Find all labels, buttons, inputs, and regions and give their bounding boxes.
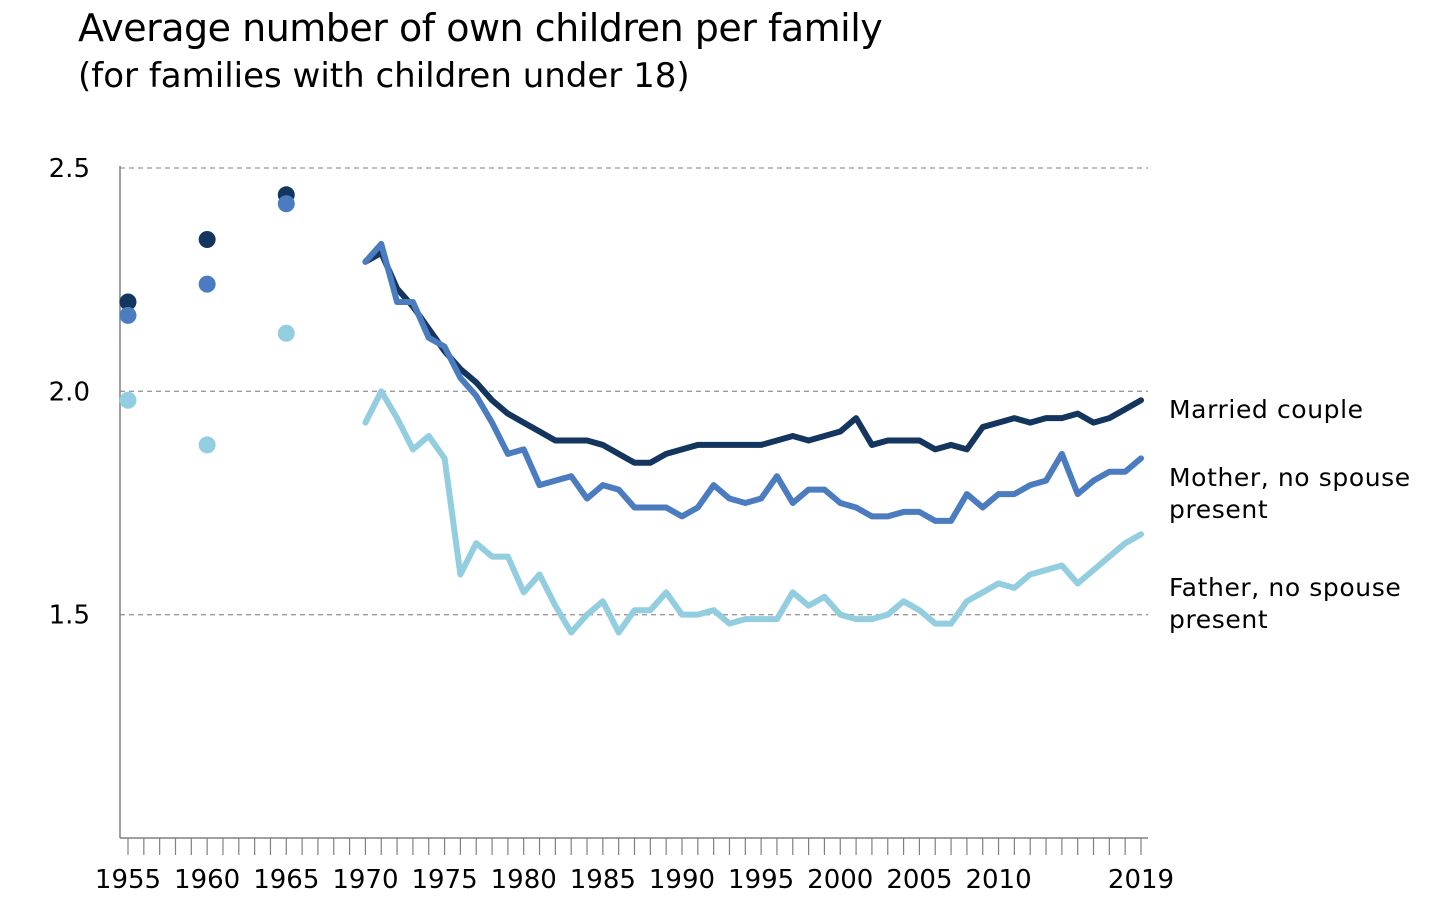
series-label: Father, no spouse <box>1169 573 1401 602</box>
axes: 1.5 2.0 2.5 1955 1960 1965 1970 1975 1980 1985 199… <box>49 154 1174 895</box>
series-label: present <box>1169 605 1268 634</box>
series <box>119 186 1144 636</box>
x-tick-label: 1955 <box>95 865 161 895</box>
x-tick-label: 1965 <box>253 865 319 895</box>
series-labels: Married couple Mother, no spouse present Fa… <box>1169 395 1411 634</box>
data-point <box>277 324 295 342</box>
x-tick-label: 1975 <box>411 865 477 895</box>
y-tick-label: 2.5 <box>49 154 90 184</box>
x-tick-label: 1970 <box>332 865 398 895</box>
series-2 <box>119 195 1144 524</box>
data-point <box>198 275 216 293</box>
chart-title: Average number of own children per famil… <box>78 6 883 50</box>
data-point <box>119 293 137 311</box>
chart-subtitle: (for families with children under 18) <box>78 56 690 96</box>
x-tick-label: 1990 <box>649 865 715 895</box>
data-point <box>198 436 216 454</box>
data-point <box>119 306 137 324</box>
x-tick-label: 1980 <box>491 865 557 895</box>
series-line <box>362 249 1144 466</box>
x-tick-label: 2019 <box>1108 865 1174 895</box>
data-point <box>198 230 216 248</box>
series-3 <box>119 324 1144 636</box>
x-tick-label: 1995 <box>728 865 794 895</box>
x-tick-label: 2005 <box>886 865 952 895</box>
x-tick-label: 1960 <box>174 865 240 895</box>
series-line <box>362 240 1144 524</box>
series-label: Married couple <box>1169 395 1364 424</box>
gridlines <box>120 167 1148 616</box>
y-tick-label: 1.5 <box>49 601 90 631</box>
series-line <box>362 388 1144 636</box>
series-1 <box>119 186 1144 466</box>
series-label: Mother, no spouse <box>1169 463 1411 492</box>
y-tick-label: 2.0 <box>49 377 90 407</box>
data-point <box>119 391 137 409</box>
x-tick-label: 2000 <box>807 865 873 895</box>
x-tick-label: 1985 <box>570 865 636 895</box>
data-point <box>277 195 295 213</box>
x-tick-label: 2010 <box>965 865 1031 895</box>
series-label: present <box>1169 495 1268 524</box>
